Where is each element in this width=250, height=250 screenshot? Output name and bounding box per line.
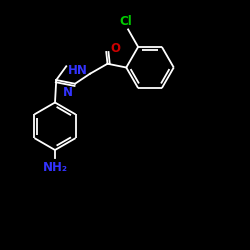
Text: N: N bbox=[62, 86, 72, 99]
Text: Cl: Cl bbox=[119, 15, 132, 28]
Text: O: O bbox=[110, 42, 120, 56]
Text: HN: HN bbox=[68, 64, 87, 77]
Text: NH₂: NH₂ bbox=[42, 161, 68, 174]
